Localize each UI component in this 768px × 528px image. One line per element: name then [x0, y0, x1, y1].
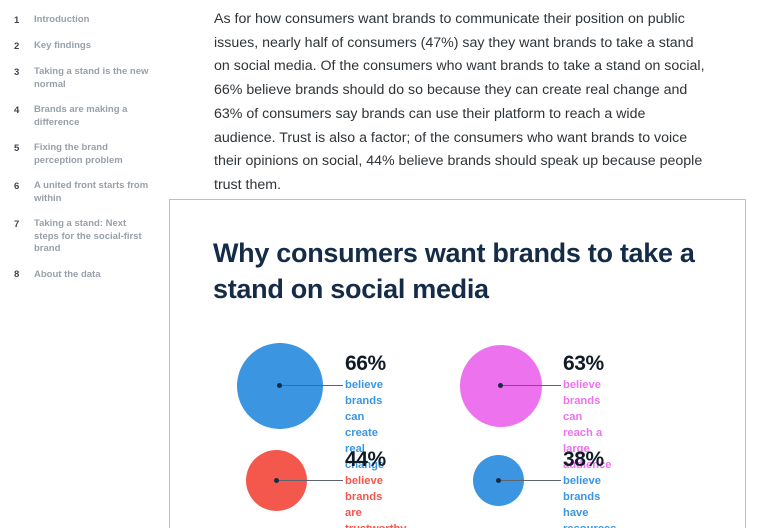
toc-item-4[interactable]: 4 Brands are making a difference	[14, 104, 170, 129]
toc-item-label: Fixing the brand perception problem	[34, 142, 123, 166]
toc-item-label: Taking a stand is the new normal	[34, 66, 149, 90]
toc-item-7[interactable]: 7 Taking a stand: Next steps for the soc…	[14, 218, 170, 256]
toc-item-3[interactable]: 3 Taking a stand is the new normal	[14, 66, 170, 91]
toc-item-6[interactable]: 6 A united front starts from within	[14, 180, 170, 205]
toc-item-number: 3	[14, 66, 20, 78]
toc-item-number: 4	[14, 104, 20, 116]
stat-description: believe brands are trustworthy	[345, 475, 407, 528]
stat-center-dot	[496, 478, 501, 483]
toc-item-label: Taking a stand: Next steps for the socia…	[34, 218, 142, 255]
toc-item-label: Brands are making a difference	[34, 104, 128, 128]
toc-item-8[interactable]: 8 About the data	[14, 269, 170, 282]
stat-leader-line	[500, 480, 561, 481]
stat-center-dot	[274, 478, 279, 483]
stat-description: believe brands have resources to make a …	[563, 475, 617, 528]
stat-center-dot	[498, 383, 503, 388]
body-paragraph: As for how consumers want brands to comm…	[214, 11, 705, 193]
stat-percent: 66%	[345, 352, 386, 375]
stat-leader-line	[281, 385, 343, 386]
toc-item-label: About the data	[34, 268, 101, 280]
toc-item-2[interactable]: 2 Key findings	[14, 40, 170, 53]
stat-description: believe brands can create real change	[345, 379, 385, 471]
toc-item-label: Introduction	[34, 14, 90, 25]
toc-item-number: 6	[14, 180, 20, 192]
stat-description: believe brands can reach a large audienc…	[563, 379, 612, 471]
stat-leader-line	[278, 480, 343, 481]
infographic-panel: Why consumers want brands to take a stan…	[169, 199, 746, 528]
stat-percent: 44%	[345, 448, 386, 471]
toc-item-1[interactable]: 1 Introduction	[14, 14, 170, 27]
toc-item-number: 7	[14, 218, 20, 230]
stat-percent: 38%	[563, 448, 604, 471]
toc-item-label: Key findings	[34, 40, 92, 52]
toc-item-number: 5	[14, 142, 20, 154]
stat-center-dot	[277, 383, 282, 388]
infographic-title: Why consumers want brands to take a stan…	[213, 238, 695, 304]
toc-item-5[interactable]: 5 Fixing the brand perception problem	[14, 142, 170, 167]
table-of-contents: 1 Introduction 2 Key findings 3 Taking a…	[0, 0, 180, 295]
toc-item-number: 1	[14, 14, 20, 26]
stat-percent: 63%	[563, 352, 604, 375]
stat-leader-line	[502, 385, 561, 386]
toc-item-number: 2	[14, 40, 20, 52]
toc-item-number: 8	[14, 269, 20, 281]
toc-item-label: A united front starts from within	[34, 180, 149, 204]
